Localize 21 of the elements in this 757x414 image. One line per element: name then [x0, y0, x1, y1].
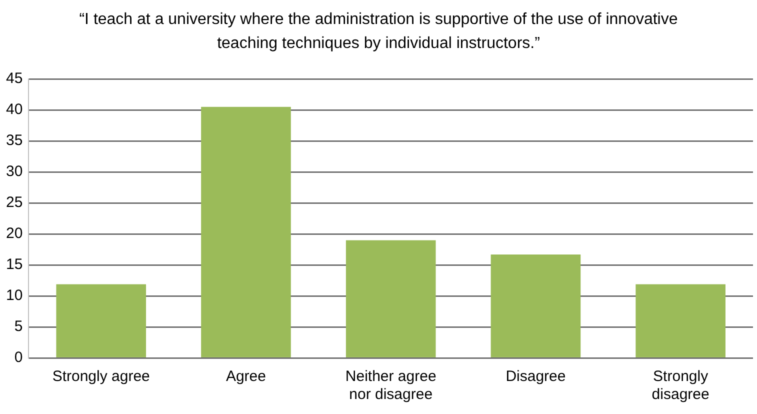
x-tick-label: Strongly agree — [52, 368, 150, 386]
bar — [56, 284, 146, 358]
x-tick-label: Neither agree nor disagree — [345, 368, 436, 404]
chart-title: “I teach at a university where the administration is supportive of the use of innovative teaching techniques by individual instructors.” — [78, 10, 679, 54]
y-tick-label: 25 — [6, 194, 23, 212]
y-tick-label: 5 — [14, 318, 23, 336]
y-tick-label: 35 — [6, 132, 23, 150]
bar — [346, 240, 436, 358]
x-tick-label: Disagree — [506, 368, 566, 386]
bar — [636, 284, 726, 358]
x-tick-label: Agree — [226, 368, 266, 386]
y-tick-label: 40 — [6, 101, 23, 118]
bar — [201, 106, 291, 358]
bar — [490, 254, 581, 358]
y-tick-label: 15 — [6, 256, 23, 274]
y-tick-label: 10 — [6, 287, 23, 304]
y-tick-label: 0 — [14, 349, 23, 366]
y-tick-label: 45 — [6, 70, 23, 88]
x-tick-label: Strongly disagree — [652, 368, 710, 404]
y-tick-label: 20 — [6, 225, 23, 242]
y-tick-label: 30 — [6, 163, 23, 180]
